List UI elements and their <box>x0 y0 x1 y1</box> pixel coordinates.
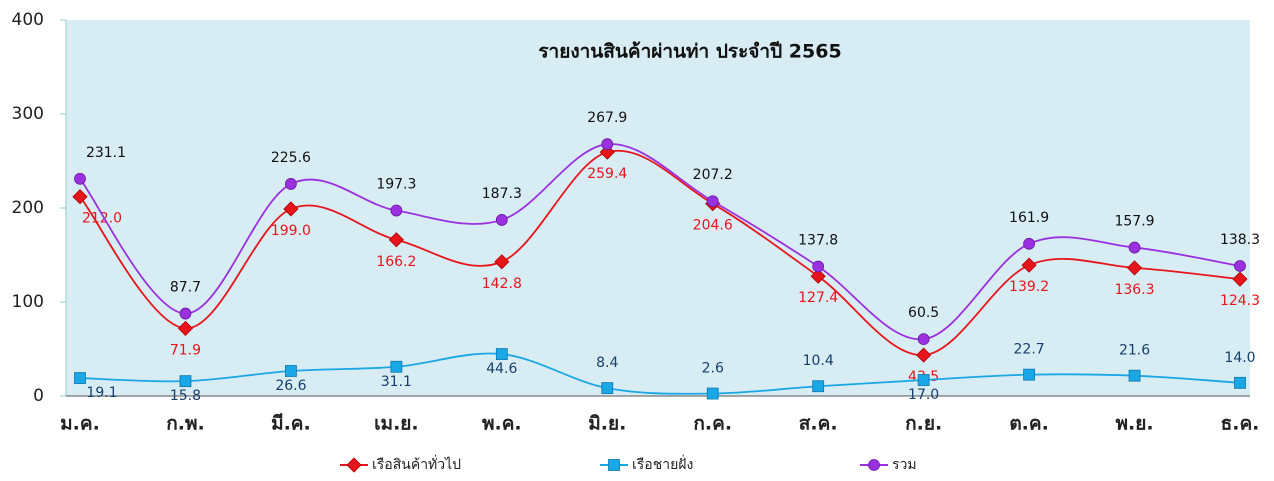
marker <box>283 201 299 217</box>
data-label: 187.3 <box>482 186 522 202</box>
y-tick-label: 0 <box>33 386 44 406</box>
marker <box>916 347 932 363</box>
marker <box>285 365 297 377</box>
marker <box>608 459 620 471</box>
data-label: 26.6 <box>275 378 306 394</box>
data-label: 231.1 <box>86 145 126 161</box>
marker <box>917 333 930 346</box>
x-tick-label: พ.ย. <box>1115 413 1153 435</box>
marker <box>917 374 930 386</box>
data-label: 17.0 <box>908 387 939 403</box>
marker <box>1023 368 1035 381</box>
marker <box>177 320 194 336</box>
data-label: 161.9 <box>1009 210 1049 226</box>
legend-label: เรือชายฝั่ง <box>632 455 693 473</box>
data-label: 142.8 <box>482 276 522 292</box>
series-line <box>79 352 1241 395</box>
x-tick-label: มิ.ย. <box>588 413 626 435</box>
data-label: 207.2 <box>693 167 733 183</box>
legend-label: เรือสินค้าทั่วไป <box>372 455 461 473</box>
marker <box>74 172 86 185</box>
marker <box>1023 237 1035 250</box>
marker <box>601 138 614 151</box>
marker <box>1234 260 1246 272</box>
marker <box>74 372 86 384</box>
x-tick-label: ก.พ. <box>166 413 204 435</box>
data-label: 124.3 <box>1220 293 1260 309</box>
data-label: 21.6 <box>1119 343 1150 359</box>
marker <box>1128 369 1141 382</box>
data-label: 267.9 <box>587 110 627 126</box>
data-label: 2.6 <box>702 361 724 377</box>
data-label: 139.2 <box>1009 279 1049 295</box>
marker <box>1232 271 1248 287</box>
data-label: 22.7 <box>1014 342 1045 358</box>
plot-background <box>66 20 1250 396</box>
x-tick-label: เม.ย. <box>374 413 419 435</box>
data-label: 31.1 <box>381 374 412 390</box>
data-label: 60.5 <box>908 305 939 321</box>
x-tick-label: มี.ค. <box>271 413 311 435</box>
y-tick-label: 200 <box>12 198 44 218</box>
marker <box>72 189 88 205</box>
marker <box>1126 260 1143 276</box>
data-label: 15.8 <box>170 388 201 404</box>
data-label: 71.9 <box>170 342 201 358</box>
data-label: 197.3 <box>376 177 416 193</box>
data-label: 138.3 <box>1220 232 1260 248</box>
marker <box>495 214 508 226</box>
data-label: 199.0 <box>271 223 311 239</box>
y-tick-label: 400 <box>12 10 44 30</box>
data-label: 14.0 <box>1224 350 1255 366</box>
y-tick-label: 100 <box>12 292 44 312</box>
marker <box>388 232 404 248</box>
marker <box>179 375 192 388</box>
data-label: 87.7 <box>170 280 201 296</box>
x-tick-label: ก.ย. <box>905 413 942 435</box>
marker <box>868 459 880 471</box>
marker <box>285 178 297 190</box>
marker <box>706 387 719 400</box>
marker <box>812 260 825 273</box>
legend-label: รวม <box>892 457 917 473</box>
marker <box>346 457 362 473</box>
marker <box>812 380 825 393</box>
x-tick-label: ม.ค. <box>60 413 100 435</box>
data-label: 157.9 <box>1114 214 1154 230</box>
x-tick-label: ส.ค. <box>799 413 838 435</box>
data-label: 136.3 <box>1114 282 1154 298</box>
marker <box>706 195 719 208</box>
y-tick-label: 300 <box>12 104 44 124</box>
marker <box>494 254 510 270</box>
data-label: 204.6 <box>693 218 733 234</box>
data-label: 44.6 <box>486 361 517 377</box>
data-label: 8.4 <box>596 355 618 371</box>
x-tick-label: ธ.ค. <box>1221 413 1260 435</box>
marker <box>179 307 192 320</box>
data-label: 212.0 <box>82 211 122 227</box>
data-label: 166.2 <box>376 254 416 270</box>
data-label: 137.8 <box>798 232 838 248</box>
x-tick-label: ต.ค. <box>1009 413 1048 435</box>
marker <box>601 382 614 395</box>
x-tick-label: ก.ค. <box>693 413 732 435</box>
data-label: 127.4 <box>798 290 838 306</box>
marker <box>390 204 403 217</box>
data-label: 19.1 <box>86 385 117 401</box>
marker <box>390 360 403 373</box>
marker <box>810 268 826 284</box>
data-label: 259.4 <box>587 166 627 182</box>
marker <box>1128 241 1141 254</box>
chart-title: รายงานสินค้าผ่านท่า ประจำปี 2565 <box>538 41 841 63</box>
data-label: 225.6 <box>271 150 311 166</box>
marker <box>495 348 508 360</box>
x-tick-label: พ.ค. <box>482 413 522 435</box>
data-label: 10.4 <box>803 353 834 369</box>
marker <box>1021 257 1037 273</box>
marker <box>1234 376 1246 389</box>
